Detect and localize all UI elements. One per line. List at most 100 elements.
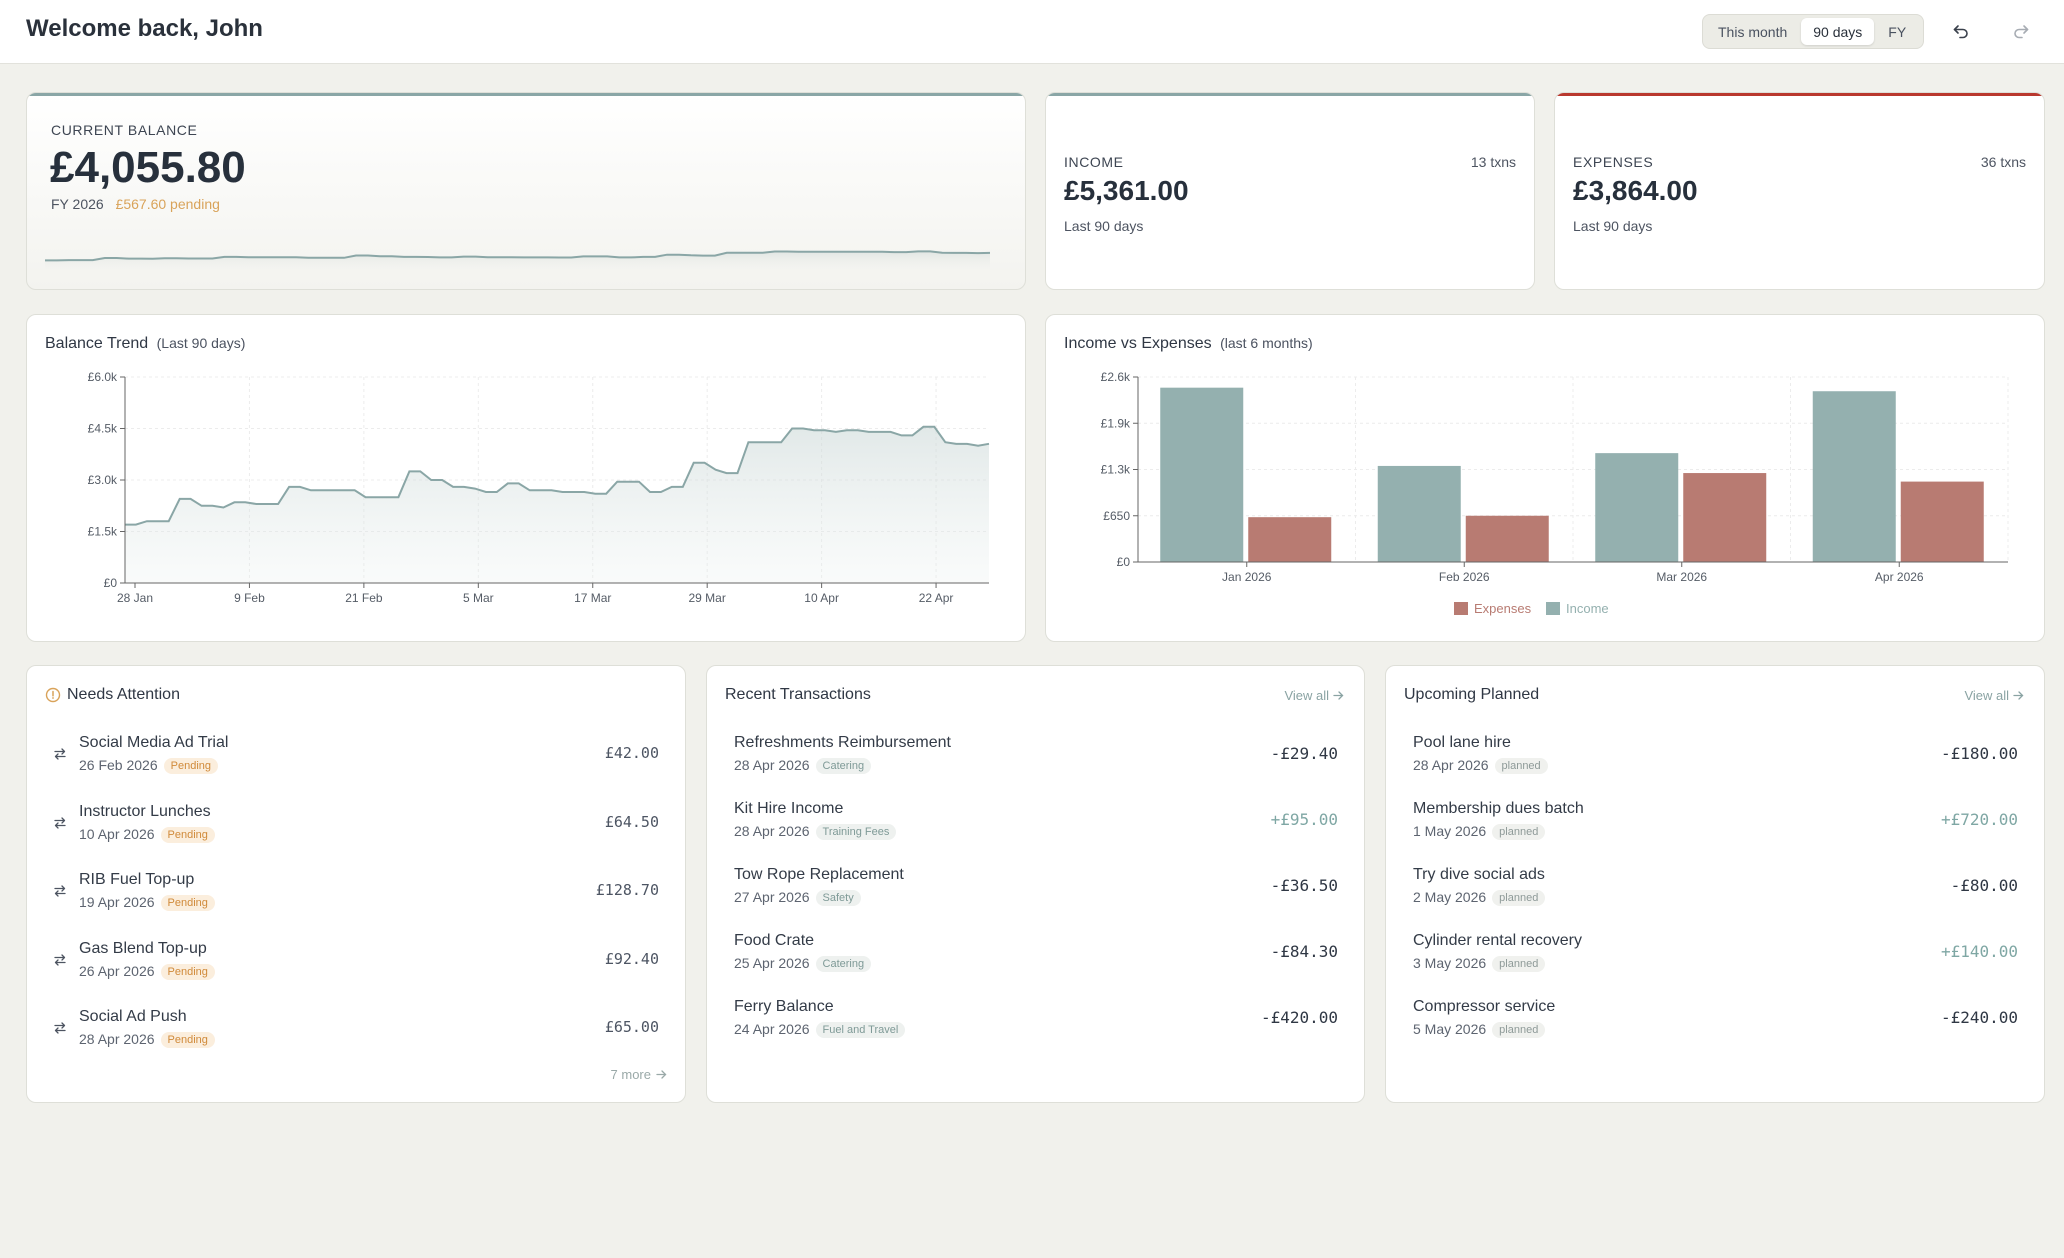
x-tick-label: 22 Apr <box>919 591 954 605</box>
transaction-list-item[interactable]: Food Crate 25 Apr 2026 Catering -£84.30 <box>707 928 1364 988</box>
period-fy-button[interactable]: FY <box>1888 23 1907 40</box>
item-date: 26 Feb 2026 Pending <box>79 757 218 774</box>
item-name: Pool lane hire <box>1413 734 1511 751</box>
undo-button[interactable] <box>1947 18 1975 46</box>
bar-expenses-apr-2026[interactable] <box>1900 481 1984 562</box>
planned-list-item[interactable]: Compressor service 5 May 2026 planned -£240… <box>1386 994 2044 1054</box>
x-tick-label: 17 Mar <box>574 591 611 605</box>
bar-expenses-jan-2026[interactable] <box>1248 517 1332 562</box>
planned-list-item[interactable]: Cylinder rental recovery 3 May 2026 planne… <box>1386 928 2044 988</box>
upcoming-view-all-link[interactable]: View all <box>1964 688 2024 703</box>
balance-trend-title: Balance Trend <box>45 335 149 352</box>
more-link-label: 7 more <box>610 1067 651 1082</box>
transaction-list-item[interactable]: Ferry Balance 24 Apr 2026 Fuel and Travel -… <box>707 994 1364 1054</box>
item-name: Gas Blend Top-up <box>79 939 207 957</box>
expenses-amount: £3,864.00 <box>1573 175 1698 206</box>
x-tick-label: 28 Jan <box>117 591 153 605</box>
item-date-text: 28 Apr 2026 <box>734 757 810 773</box>
bar-income-jan-2026[interactable] <box>1160 387 1244 562</box>
planned-list-item[interactable]: Pool lane hire 28 Apr 2026 planned -£180.00 <box>1386 730 2044 790</box>
legend-label-income: Income <box>1566 601 1609 616</box>
item-amount: -£84.30 <box>1270 942 1338 961</box>
more-link[interactable]: 7 more <box>611 1067 667 1082</box>
item-name: Food Crate <box>734 932 815 949</box>
item-date-text: 27 Apr 2026 <box>734 889 810 905</box>
item-date: 19 Apr 2026 Pending <box>79 894 215 911</box>
x-tick-label: Mar 2026 <box>1656 570 1707 584</box>
transaction-list-item[interactable]: Refreshments Reimbursement 28 Apr 2026 Cat… <box>707 730 1364 790</box>
expenses-period: Last 90 days <box>1573 218 1653 234</box>
item-badge: Pending <box>160 963 215 980</box>
item-date-text: 10 Apr 2026 <box>79 825 155 842</box>
attention-list-item[interactable]: RIB Fuel Top-up 19 Apr 2026 Pending £128.70 <box>27 867 685 927</box>
legend-label-expenses: Expenses <box>1474 601 1532 616</box>
current-balance-card: CURRENT BALANCE £4,055.80 FY 2026 £567.6… <box>26 92 1026 290</box>
item-date: 3 May 2026 planned <box>1413 955 1546 972</box>
item-date-text: 26 Feb 2026 <box>79 757 158 773</box>
transaction-list-item[interactable]: Kit Hire Income 28 Apr 2026 Training Fees +… <box>707 796 1364 856</box>
item-badge: Training Fees <box>815 824 897 840</box>
item-amount: +£95.00 <box>1270 810 1338 829</box>
legend-swatch-income <box>1546 602 1560 615</box>
transaction-list-item[interactable]: Tow Rope Replacement 27 Apr 2026 Safety -£3… <box>707 862 1364 922</box>
income-period: Last 90 days <box>1064 218 1144 234</box>
expenses-count: 36 txns <box>1980 154 2026 170</box>
redo-button[interactable] <box>2007 18 2035 46</box>
period-90-days-button[interactable]: 90 days <box>1801 18 1875 45</box>
item-date-text: 19 Apr 2026 <box>79 894 155 910</box>
item-amount: +£720.00 <box>1940 810 2018 829</box>
attention-list-item[interactable]: Social Ad Push 28 Apr 2026 Pending £65.00 <box>27 1004 685 1064</box>
recent-transactions-card: Recent Transactions View all Refreshment… <box>706 665 1365 1103</box>
y-tick-label: £650 <box>1103 509 1130 523</box>
arrow-right-icon <box>1333 691 1344 700</box>
undo-icon <box>1953 25 1968 39</box>
transfer-icon <box>54 953 66 966</box>
attention-list-item[interactable]: Gas Blend Top-up 26 Apr 2026 Pending £92.40 <box>27 936 685 996</box>
income-amount: £5,361.00 <box>1064 175 1189 206</box>
item-name: Try dive social ads <box>1413 866 1545 883</box>
x-tick-label: Jan 2026 <box>1222 570 1272 584</box>
planned-list-item[interactable]: Membership dues batch 1 May 2026 planned +£… <box>1386 796 2044 856</box>
balance-trend-subtitle: (Last 90 days) <box>156 335 246 351</box>
item-date: 28 Apr 2026 Training Fees <box>734 823 897 840</box>
needs-attention-card: Needs Attention Social Media Ad Trial 26 … <box>26 665 686 1103</box>
recent-view-all-link[interactable]: View all <box>1284 688 1344 703</box>
bar-expenses-mar-2026[interactable] <box>1683 473 1767 562</box>
bar-income-feb-2026[interactable] <box>1377 465 1461 562</box>
balance-trend-card: Balance Trend (Last 90 days) £0 £1.5k £3.0… <box>26 314 1026 642</box>
item-badge: planned <box>1494 758 1548 774</box>
planned-list-item[interactable]: Try dive social ads 2 May 2026 planned -£80… <box>1386 862 2044 922</box>
item-badge: Pending <box>160 895 215 911</box>
item-name: Compressor service <box>1413 998 1556 1015</box>
item-name: Membership dues batch <box>1413 800 1584 817</box>
x-tick-label: Apr 2026 <box>1875 570 1924 584</box>
transfer-icon <box>54 1022 66 1034</box>
item-date: 28 Apr 2026 Pending <box>79 1031 215 1048</box>
balance-line <box>125 425 990 526</box>
item-badge: planned <box>1492 956 1546 972</box>
attention-list-item[interactable]: Instructor Lunches 10 Apr 2026 Pending £64.… <box>27 799 685 859</box>
item-date-text: 26 Apr 2026 <box>79 962 155 979</box>
item-amount: £92.40 <box>604 949 659 968</box>
upcoming-planned-title: Upcoming Planned <box>1404 686 1540 703</box>
bar-expenses-feb-2026[interactable] <box>1465 515 1549 562</box>
arrow-right-icon <box>2013 691 2024 700</box>
item-amount: -£420.00 <box>1260 1008 1338 1027</box>
attention-list-item[interactable]: Social Media Ad Trial 26 Feb 2026 Pending £… <box>27 730 685 790</box>
bar-income-mar-2026[interactable] <box>1595 453 1679 562</box>
transfer-icon <box>54 816 66 829</box>
bar-income-apr-2026[interactable] <box>1812 391 1896 562</box>
item-date: 26 Apr 2026 Pending <box>79 963 215 980</box>
balance-label: CURRENT BALANCE <box>51 122 198 138</box>
period-this-month-button[interactable]: This month <box>1718 23 1788 40</box>
y-tick-label: £6.0k <box>88 370 118 384</box>
income-vs-expenses-chart: £0 £650 £1.3k £1.9k £2.6k Jan 2026 Feb 2026 Mar… <box>1101 370 2009 616</box>
item-amount: -£29.40 <box>1270 744 1338 763</box>
page-title: Welcome back, John <box>26 15 263 42</box>
card-accent <box>1555 93 2044 96</box>
item-amount: -£240.00 <box>1940 1008 2018 1027</box>
item-name: Cylinder rental recovery <box>1413 932 1582 949</box>
income-card: INCOME 13 txns £5,361.00 Last 90 days <box>1045 92 1535 290</box>
item-amount: -£36.50 <box>1270 876 1338 895</box>
item-date: 5 May 2026 planned <box>1413 1021 1546 1038</box>
